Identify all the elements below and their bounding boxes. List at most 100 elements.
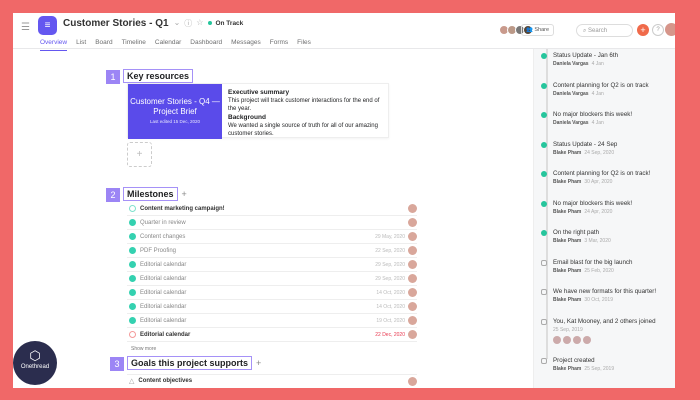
milestone-status-icon[interactable] (129, 205, 136, 212)
milestone-date: 22 Dec, 2020 (375, 331, 405, 338)
goal-name: Content objectives (138, 378, 193, 384)
activity-date: 30 Oct, 2019 (584, 297, 613, 303)
milestone-status-icon[interactable] (129, 233, 136, 240)
brand-name: Onethread (20, 364, 50, 370)
section-number: 1 (106, 70, 120, 84)
tab-board[interactable]: Board (95, 39, 113, 46)
section-number: 2 (106, 188, 120, 202)
help-icon[interactable]: ? (652, 24, 664, 36)
milestone-name: PDF Proofing (140, 247, 177, 254)
milestone-row[interactable]: Editorial calendar 14 Oct, 2020 (127, 286, 417, 300)
tab-dashboard[interactable]: Dashboard (190, 39, 223, 46)
activity-author: Blake Pham 30 Apr, 2020 (553, 179, 612, 185)
tab-messages[interactable]: Messages (231, 39, 261, 46)
activity-title: Email blast for the big launch (553, 258, 633, 266)
activity-title: Status Update - 24 Sep (553, 140, 618, 148)
milestone-row[interactable]: Editorial calendar 14 Oct, 2020 (127, 300, 417, 314)
author-name: Blake Pham (553, 208, 582, 215)
brief-thumbnail[interactable]: Customer Stories - Q4 — Project Brief Las… (128, 84, 222, 139)
activity-author: Blake Pham 3 Mar, 2020 (553, 238, 611, 244)
tab-calendar[interactable]: Calendar (154, 39, 182, 46)
status-dot-icon (541, 53, 547, 59)
activity-date: 24 Apr, 2020 (584, 208, 613, 215)
section-title-key-resources[interactable]: Key resources (123, 69, 194, 83)
project-title[interactable]: Customer Stories - Q1 (63, 18, 169, 29)
member-avatars[interactable] (499, 25, 533, 35)
milestone-row[interactable]: PDF Proofing 22 Sep, 2020 (127, 244, 417, 258)
author-name: Blake Pham (553, 238, 582, 244)
goal-list: △ Content objectives (127, 374, 417, 387)
milestone-status-icon[interactable] (129, 317, 136, 324)
milestone-row[interactable]: Content marketing campaign! (127, 202, 417, 216)
executive-summary-heading: Executive summary (228, 89, 290, 96)
avatar (523, 25, 533, 35)
section-title-goals[interactable]: Goals this project supports (127, 356, 253, 370)
goal-triangle-icon: △ (129, 378, 135, 385)
milestone-status-icon[interactable] (129, 289, 136, 296)
milestone-name: Content marketing campaign! (140, 205, 225, 212)
tab-files[interactable]: Files (297, 39, 311, 46)
tab-forms[interactable]: Forms (269, 39, 289, 46)
milestone-date: 14 Oct, 2020 (376, 289, 405, 296)
goal-row[interactable]: △ Content objectives (127, 375, 417, 387)
milestone-row[interactable]: Editorial calendar 19 Oct, 2020 (127, 314, 417, 328)
activity-author: Daniela Vargas 4 Jan (553, 91, 604, 97)
section-title-milestones[interactable]: Milestones (123, 187, 178, 201)
activity-title: No major blockers this week! (553, 199, 633, 207)
add-resource-button[interactable]: + (127, 142, 152, 167)
menu-icon[interactable]: ☰ (21, 22, 30, 33)
milestone-status-icon[interactable] (129, 331, 136, 338)
section-header: Milestones + (123, 187, 187, 201)
milestone-status-icon[interactable] (129, 275, 136, 282)
milestone-list: Content marketing campaign! Quarter in re… (127, 202, 417, 342)
status-badge[interactable]: On Track (208, 20, 243, 27)
star-icon[interactable]: ☆ (196, 18, 204, 27)
activity-feed: Status Update - Jan 6th Daniela Vargas 4 J… (533, 49, 675, 388)
status-dot-icon (541, 171, 547, 177)
avatar (408, 218, 417, 227)
add-milestone-button[interactable]: + (181, 189, 187, 199)
author-name: Blake Pham (553, 366, 582, 372)
project-icon: ≡ (38, 16, 57, 35)
onethread-logo: ⬡ Onethread (13, 341, 57, 385)
avatar (408, 376, 417, 386)
info-icon[interactable]: ⓘ (184, 19, 193, 28)
milestone-status-icon[interactable] (129, 261, 136, 268)
author-name: Blake Pham (553, 267, 582, 274)
add-goal-button[interactable]: + (256, 358, 262, 368)
section-header: Goals this project supports + (127, 356, 261, 370)
title-actions[interactable]: ⌄ ⓘ ☆ (174, 18, 204, 29)
overview-main: 1 Key resources Customer Stories - Q4 — … (13, 49, 533, 388)
milestone-row[interactable]: Editorial calendar 29 Sep, 2020 (127, 258, 417, 272)
activity-date: 30 Apr, 2020 (584, 179, 613, 185)
milestone-status-icon[interactable] (129, 303, 136, 310)
milestone-row[interactable]: Quarter in review (127, 216, 417, 230)
activity-title: Content planning for Q2 is on track (553, 81, 649, 89)
avatar (563, 335, 571, 344)
milestone-status-icon[interactable] (129, 247, 136, 254)
joined-icon (541, 318, 547, 325)
share-label: Share (534, 27, 550, 33)
milestone-status-icon[interactable] (129, 219, 136, 226)
chevron-down-icon[interactable]: ⌄ (173, 18, 181, 27)
milestone-row[interactable]: Editorial calendar 22 Dec, 2020 (127, 328, 417, 342)
search-input[interactable]: ⌕ Search (576, 24, 633, 37)
milestone-row[interactable]: Editorial calendar 29 Sep, 2020 (127, 272, 417, 286)
project-brief-card[interactable]: Customer Stories - Q4 — Project Brief Las… (127, 83, 389, 139)
avatar (408, 316, 417, 325)
header: ☰ ≡ Customer Stories - Q1 ⌄ ⓘ ☆ On Track O… (13, 13, 675, 51)
activity-date: 25 Sep, 2019 (553, 326, 583, 333)
app-window: ☰ ≡ Customer Stories - Q1 ⌄ ⓘ ☆ On Track O… (13, 13, 675, 388)
tab-list[interactable]: List (76, 39, 87, 46)
show-more-link[interactable]: Show more (131, 346, 157, 352)
milestone-name: Content changes (140, 233, 186, 240)
tab-overview[interactable]: Overview (40, 39, 68, 51)
joined-avatars (553, 335, 591, 344)
onethread-logo-icon: ⬡ (29, 348, 41, 363)
user-avatar[interactable] (665, 23, 675, 36)
milestone-row[interactable]: Content changes 29 May, 2020 (127, 230, 417, 244)
share-button[interactable]: 👥 Share (521, 24, 555, 36)
add-button[interactable]: + (637, 24, 649, 36)
activity-title: Status Update - Jan 6th (553, 52, 619, 59)
tab-timeline[interactable]: Timeline (121, 39, 146, 46)
